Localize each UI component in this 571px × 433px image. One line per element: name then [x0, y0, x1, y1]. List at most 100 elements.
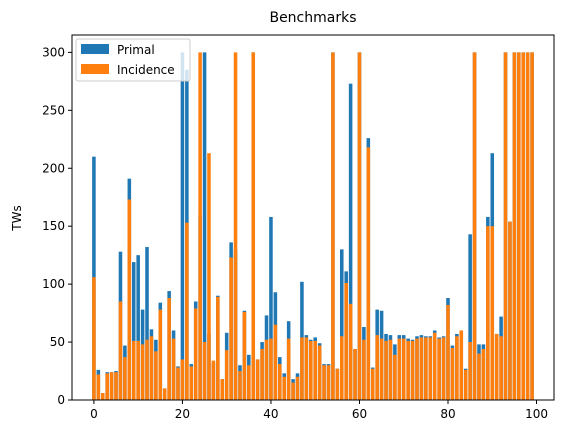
y-tick-label-300: 300	[42, 45, 65, 59]
bar-incidence-63	[370, 368, 375, 400]
bar-incidence-38	[260, 349, 264, 400]
bar-incidence-15	[158, 309, 163, 400]
bar-incidence-96	[517, 52, 521, 400]
bar-incidence-80	[446, 304, 450, 400]
bar-incidence-73	[415, 338, 419, 400]
bar-incidence-4	[109, 372, 114, 400]
bar-incidence-99	[530, 52, 534, 400]
bar-incidence-24	[198, 52, 202, 400]
x-tick-label-40: 40	[263, 407, 278, 421]
bar-incidence-82	[455, 336, 459, 400]
x-tick-label-0: 0	[90, 407, 98, 421]
bar-incidence-20	[180, 359, 185, 400]
bar-incidence-51	[317, 345, 322, 400]
bar-incidence-61	[362, 339, 366, 400]
y-tick-label-50: 50	[50, 335, 65, 349]
y-tick-label-150: 150	[42, 219, 65, 233]
bar-incidence-77	[432, 332, 437, 400]
bar-incidence-87	[477, 353, 481, 400]
bar-incidence-28	[216, 296, 220, 400]
bar-incidence-98	[525, 52, 530, 400]
bar-incidence-35	[247, 365, 251, 400]
bar-incidence-65	[379, 338, 384, 400]
bar-incidence-75	[424, 337, 428, 400]
bar-incidence-42	[278, 364, 282, 400]
bar-incidence-71	[406, 340, 410, 400]
bar-primal-58	[348, 83, 353, 401]
bar-incidence-43	[282, 376, 286, 400]
bar-incidence-49	[309, 340, 313, 400]
bar-incidence-36	[251, 52, 256, 400]
bar-incidence-94	[508, 221, 512, 400]
bar-incidence-9	[131, 340, 136, 400]
bar-incidence-76	[428, 337, 433, 400]
x-tick-label-100: 100	[525, 407, 548, 421]
bar-incidence-97	[521, 52, 526, 400]
bar-incidence-17	[167, 298, 171, 400]
bar-primal-9	[131, 262, 136, 400]
bar-incidence-5	[114, 372, 118, 400]
bar-incidence-44	[286, 338, 291, 400]
bar-incidence-56	[340, 336, 344, 400]
bar-incidence-46	[295, 376, 300, 400]
bar-incidence-91	[494, 333, 499, 400]
bar-incidence-10	[136, 340, 140, 400]
bar-incidence-74	[419, 337, 424, 400]
bar-incidence-58	[348, 303, 353, 400]
bar-incidence-83	[459, 330, 464, 400]
y-axis-ticks: 0 50 100 150 200 250 300	[42, 45, 72, 407]
bar-incidence-40	[269, 338, 273, 400]
bars-layer	[92, 52, 534, 401]
bar-incidence-37	[255, 359, 260, 400]
bar-incidence-6	[118, 301, 123, 400]
bar-incidence-41	[273, 324, 278, 400]
legend: Primal Incidence	[75, 38, 191, 82]
bar-primal-85	[468, 234, 472, 400]
bar-primal-56	[340, 249, 344, 400]
bar-incidence-78	[437, 338, 441, 400]
bar-primal-20	[180, 52, 185, 400]
bar-incidence-55	[335, 368, 340, 400]
chart-title: Benchmarks	[269, 10, 356, 26]
bar-incidence-30	[224, 350, 229, 400]
y-axis-label: TWs	[10, 205, 24, 231]
bar-incidence-23	[193, 308, 198, 400]
bar-incidence-90	[490, 226, 495, 400]
bar-incidence-13	[149, 336, 154, 400]
bar-incidence-79	[441, 337, 446, 400]
bar-incidence-50	[313, 340, 317, 400]
x-tick-label-20: 20	[175, 407, 190, 421]
bar-primal-10	[136, 255, 140, 400]
bar-incidence-31	[229, 257, 233, 400]
bar-incidence-27	[211, 360, 216, 400]
bar-primal-40	[269, 216, 273, 400]
plot-area-frame	[71, 34, 555, 401]
bar-incidence-88	[481, 349, 486, 400]
bar-incidence-45	[291, 382, 295, 400]
bar-incidence-64	[375, 335, 379, 400]
bar-incidence-0	[92, 277, 96, 400]
bar-incidence-3	[105, 373, 109, 400]
legend-label-incidence: Incidence	[117, 63, 175, 77]
bar-incidence-21	[185, 222, 189, 400]
bar-incidence-67	[388, 339, 393, 400]
bar-incidence-54	[331, 52, 335, 400]
x-axis-ticks: 0 20 40 60 80 100	[90, 400, 548, 421]
bar-incidence-89	[486, 226, 490, 400]
bar-incidence-57	[344, 282, 348, 400]
bar-incidence-84	[463, 369, 468, 400]
y-tick-label-100: 100	[42, 277, 65, 291]
bar-incidence-69	[397, 338, 402, 400]
bar-primal-25	[202, 52, 207, 400]
bar-incidence-39	[264, 339, 269, 400]
bar-incidence-22	[189, 366, 194, 400]
legend-swatch-incidence	[81, 64, 109, 74]
bar-incidence-93	[503, 52, 508, 400]
legend-swatch-primal	[81, 44, 109, 54]
bar-incidence-11	[140, 344, 145, 400]
y-tick-label-0: 0	[57, 393, 65, 407]
bar-incidence-26	[207, 153, 211, 400]
bar-incidence-2	[100, 393, 105, 400]
bar-incidence-59	[353, 349, 357, 400]
